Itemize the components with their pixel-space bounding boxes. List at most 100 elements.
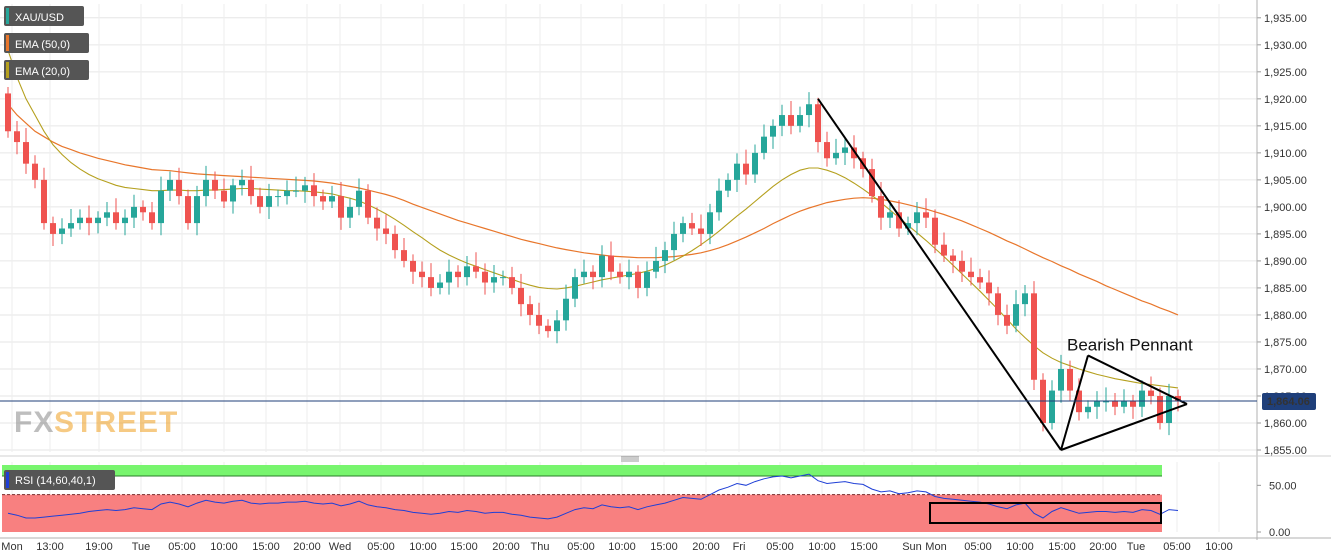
ema20-series	[7, 50, 1179, 389]
candle-body	[50, 223, 56, 234]
candle	[635, 265, 641, 299]
candle-body	[158, 190, 164, 224]
candle-body	[941, 244, 947, 256]
candle	[149, 202, 155, 230]
pane-resize-handle[interactable]	[620, 456, 640, 462]
pennant-line	[1060, 355, 1089, 451]
ema20-line	[7, 50, 1179, 389]
price-tick-label: 1,905.00	[1264, 175, 1307, 187]
candle	[518, 273, 524, 317]
candle-body	[707, 212, 713, 234]
candle-body	[383, 228, 389, 234]
candle	[329, 185, 335, 208]
candle	[995, 286, 1001, 326]
candle-body	[374, 217, 380, 229]
time-tick-label: 05:00	[964, 541, 992, 553]
candle	[554, 310, 560, 344]
candle	[266, 183, 272, 220]
candle	[1139, 380, 1145, 418]
time-tick-label: 15:00	[1048, 541, 1076, 553]
candle-body	[761, 136, 767, 153]
price-tick-label: 1,890.00	[1264, 256, 1307, 268]
candle	[158, 176, 164, 236]
candle-body	[104, 212, 110, 218]
candle-body	[1022, 293, 1028, 305]
candle	[590, 265, 596, 290]
candle-body	[311, 185, 317, 197]
candle-body	[797, 115, 803, 126]
candle	[1103, 387, 1109, 412]
candle-body	[734, 163, 740, 180]
candle-body	[1112, 401, 1118, 407]
candle	[527, 295, 533, 326]
candle-body	[1004, 314, 1010, 326]
legend-symbol[interactable]: XAU/USD	[4, 6, 84, 26]
candle-body	[878, 196, 884, 218]
candle	[734, 153, 740, 193]
candle	[1031, 281, 1037, 391]
candle	[797, 106, 803, 133]
time-tick-label: 10:00	[210, 541, 238, 553]
time-tick-label: 05:00	[766, 541, 794, 553]
candle	[104, 202, 110, 227]
candle-body	[248, 179, 254, 197]
candle	[1004, 304, 1010, 335]
candle-body	[239, 179, 245, 186]
time-tick-label: 15:00	[650, 541, 678, 553]
rsi-series	[7, 473, 1179, 524]
candle-body	[914, 212, 920, 224]
candle-body	[437, 282, 443, 288]
candle-body	[599, 255, 605, 278]
last-price-label: 1,864.06	[1267, 396, 1310, 408]
candle	[248, 165, 254, 205]
price-tick-label: 1,900.00	[1264, 202, 1307, 214]
candle	[473, 252, 479, 279]
candle	[1049, 380, 1055, 430]
candle	[320, 189, 326, 210]
rsi-highlight-box	[929, 502, 1162, 524]
candle-body	[572, 277, 578, 299]
candle-body	[410, 260, 416, 272]
legend-ema50[interactable]: EMA (50,0)	[4, 33, 89, 53]
candle-body	[68, 223, 74, 229]
candle-body	[851, 147, 857, 159]
candle	[1166, 383, 1172, 436]
candle	[599, 245, 605, 288]
last-price-marker: 1,864.06	[1262, 393, 1316, 411]
candle-body	[698, 228, 704, 234]
candle	[1157, 387, 1163, 430]
candle	[374, 207, 380, 241]
time-tick-label: 15:00	[850, 541, 878, 553]
candle-body	[59, 228, 65, 234]
legend-ema20[interactable]: EMA (20,0)	[4, 60, 89, 80]
candle-body	[1067, 368, 1073, 391]
candle	[428, 263, 434, 297]
time-tick-label: 19:00	[85, 541, 113, 553]
candle-body	[995, 293, 1001, 315]
candle-body	[617, 271, 623, 278]
candle	[113, 198, 119, 230]
candle-body	[635, 271, 641, 288]
candle	[239, 169, 245, 196]
candle-body	[275, 196, 281, 198]
candle-body	[5, 93, 11, 132]
time-tick-label: 20:00	[492, 541, 520, 553]
candle	[806, 92, 812, 128]
candle	[896, 200, 902, 237]
time-tick-label: 10:00	[808, 541, 836, 553]
candle-body	[1157, 395, 1163, 423]
candle	[365, 184, 371, 225]
candle	[356, 178, 362, 216]
candle-body	[14, 131, 20, 143]
legend-rsi[interactable]: RSI (14,60,40,1)	[4, 470, 115, 490]
candle-body	[41, 179, 47, 224]
price-tick-label: 1,885.00	[1264, 283, 1307, 295]
candle	[680, 216, 686, 243]
candle-body	[950, 255, 956, 261]
candle	[176, 167, 182, 205]
candle-body	[212, 179, 218, 191]
candle-body	[221, 190, 227, 202]
candle	[77, 209, 83, 230]
candle	[689, 212, 695, 235]
